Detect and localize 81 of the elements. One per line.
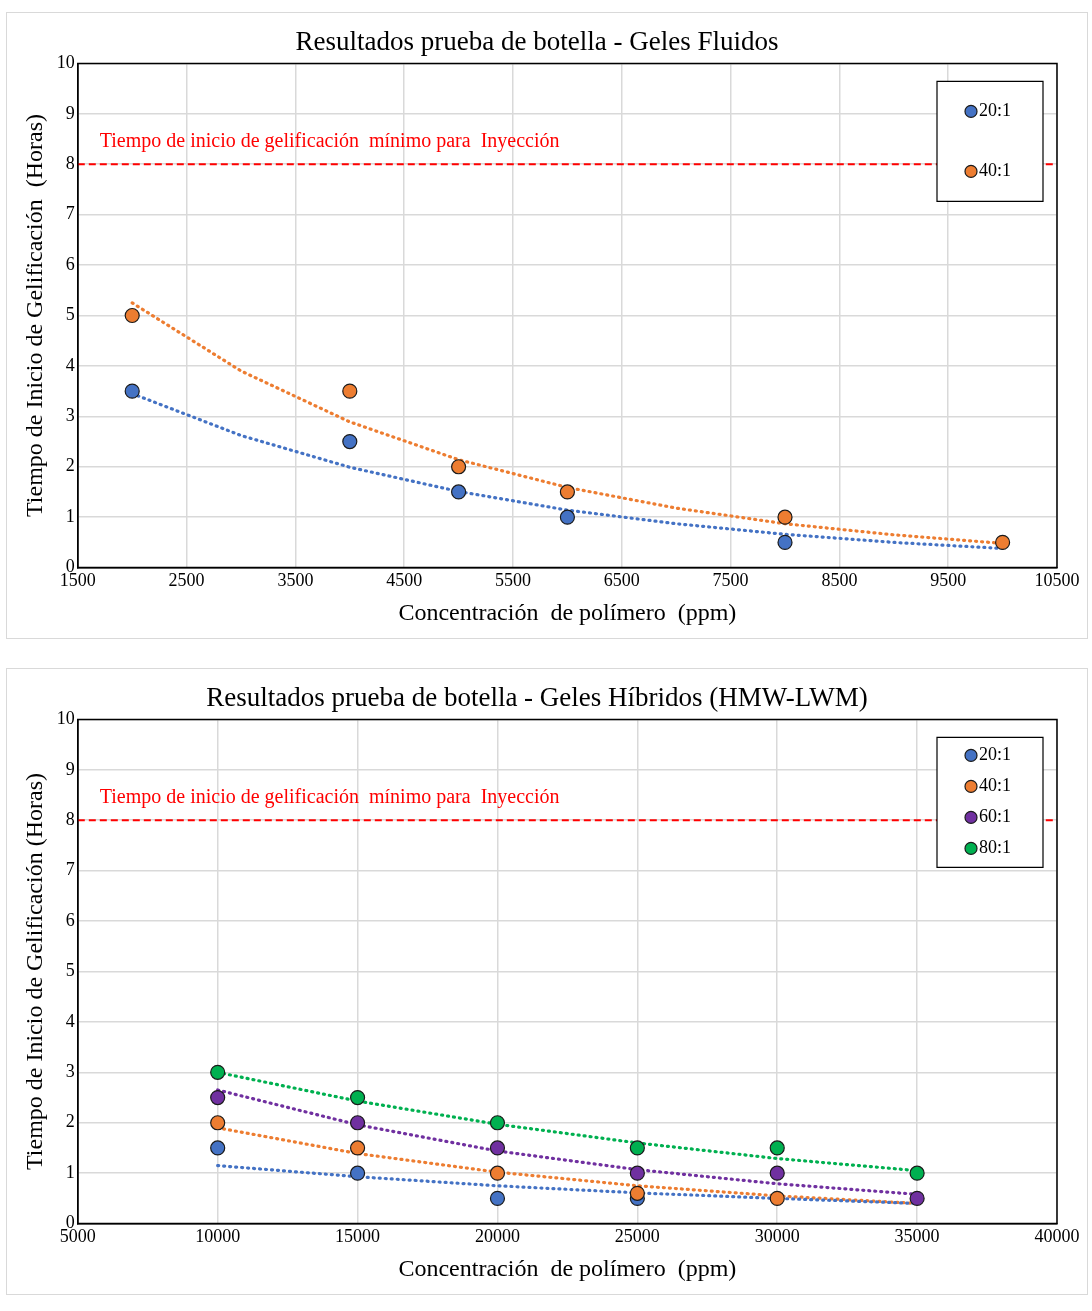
y-tick-label: 5 <box>65 304 75 325</box>
ref-line-label: Tiempo de inicio de gelificación mínimo para Inyección <box>99 129 560 153</box>
y-tick-label: 6 <box>65 909 75 930</box>
x-tick-label: 10000 <box>195 1226 241 1247</box>
y-tick-label: 8 <box>65 152 75 173</box>
x-tick-label: 40000 <box>1034 1226 1080 1247</box>
point <box>210 1140 226 1156</box>
point <box>451 484 467 500</box>
y-tick-label: 3 <box>65 1061 75 1082</box>
point <box>909 1190 925 1206</box>
y-tick-label: 10 <box>56 52 75 73</box>
x-tick-label: 7500 <box>712 570 749 591</box>
x-tick-label: 8500 <box>821 570 858 591</box>
point <box>124 307 140 324</box>
legend-label: 80:1 <box>979 837 1012 858</box>
point <box>909 1165 925 1181</box>
point <box>629 1185 645 1201</box>
y-tick-label: 7 <box>65 203 75 224</box>
y-axis-title: Tiempo de Inicio de Gelificación (Horas) <box>20 114 47 517</box>
point <box>489 1165 506 1181</box>
legend-label: 40:1 <box>979 160 1012 181</box>
x-tick-label: 20000 <box>474 1226 520 1247</box>
x-tick-label: 35000 <box>894 1226 940 1247</box>
y-tick-label: 6 <box>65 253 75 274</box>
point <box>559 484 575 500</box>
point <box>349 1165 366 1181</box>
y-tick-label: 1 <box>65 505 75 526</box>
ref-line-label: Tiempo de inicio de gelificación mínimo para Inyección <box>99 785 560 809</box>
x-tick-label: 25000 <box>614 1226 660 1247</box>
point <box>777 509 793 525</box>
point <box>124 383 140 399</box>
point <box>769 1190 785 1206</box>
y-tick-label: 4 <box>65 354 75 375</box>
y-tick-label: 9 <box>65 102 75 123</box>
chart-title: Resultados prueba de botella - Geles Híbridos (HMW-LWM) <box>206 682 868 713</box>
point <box>349 1115 366 1131</box>
point <box>489 1190 506 1206</box>
point <box>629 1165 645 1181</box>
point <box>210 1089 226 1106</box>
point <box>451 459 467 475</box>
legend-label: 40:1 <box>979 775 1012 796</box>
point <box>995 534 1011 550</box>
point <box>769 1165 785 1181</box>
point <box>489 1115 506 1131</box>
y-tick-label: 2 <box>65 1111 75 1132</box>
y-tick-label: 7 <box>65 859 75 880</box>
legend-label: 20:1 <box>979 100 1012 121</box>
x-tick-label: 5500 <box>495 570 531 591</box>
x-tick-label: 6500 <box>603 570 640 591</box>
y-tick-label: 9 <box>65 758 75 779</box>
point <box>210 1064 226 1080</box>
point <box>210 1115 226 1131</box>
y-tick-label: 3 <box>65 405 75 426</box>
y-tick-label: 1 <box>65 1161 75 1182</box>
x-tick-label: 4500 <box>386 570 423 591</box>
y-tick-label: 2 <box>65 455 75 476</box>
point <box>559 509 575 525</box>
point <box>342 383 358 399</box>
y-axis-title: Tiempo de Inicio de Gelificación (Horas) <box>20 773 47 1170</box>
x-axis-title: Concentración de polímero (ppm) <box>398 1254 737 1281</box>
point <box>342 433 358 450</box>
x-tick-label: 30000 <box>754 1226 800 1247</box>
point <box>777 534 793 550</box>
point <box>769 1140 785 1156</box>
x-tick-label: 2500 <box>168 570 205 591</box>
point <box>349 1140 366 1156</box>
chart-title: Resultados prueba de botella - Geles Fluidos <box>295 26 779 57</box>
y-tick-label: 4 <box>65 1010 75 1031</box>
point <box>489 1140 506 1156</box>
x-tick-label: 9500 <box>930 570 967 591</box>
x-tick-label: 15000 <box>335 1226 381 1247</box>
y-tick-label: 8 <box>65 808 75 829</box>
x-axis-title: Concentración de polímero (ppm) <box>398 598 737 625</box>
point <box>629 1140 645 1156</box>
x-tick-label: 3500 <box>277 570 314 591</box>
x-tick-label: 10500 <box>1034 570 1080 591</box>
y-tick-label: 5 <box>65 960 75 981</box>
legend-label: 60:1 <box>979 806 1012 827</box>
legend-label: 20:1 <box>979 744 1012 765</box>
y-tick-label: 10 <box>56 708 75 729</box>
point <box>349 1089 366 1106</box>
